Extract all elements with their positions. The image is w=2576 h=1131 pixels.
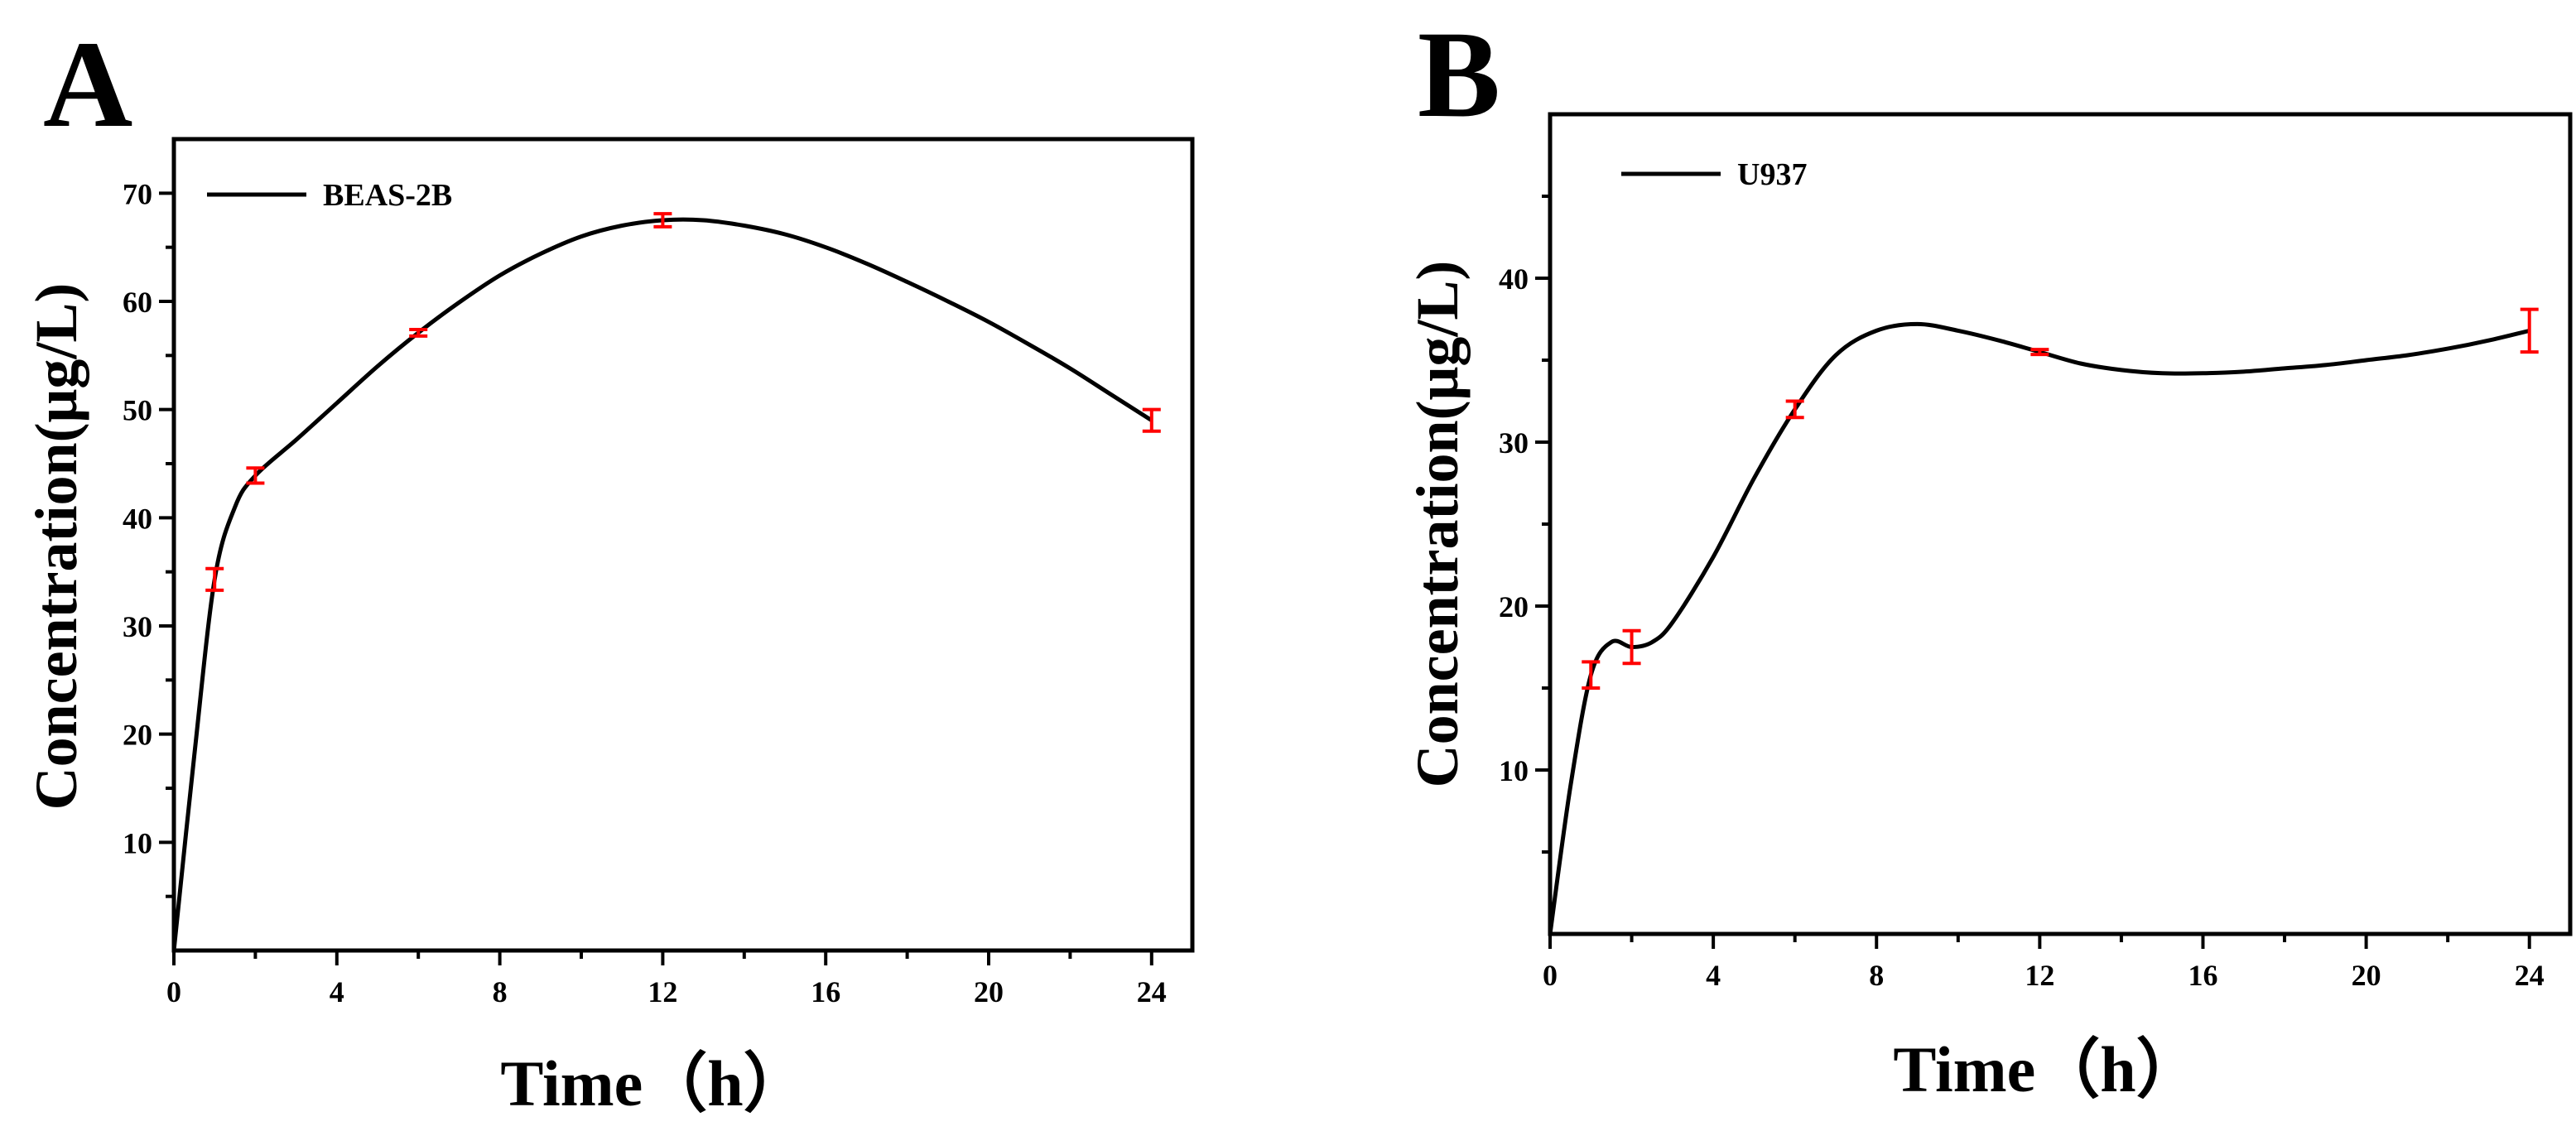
panel-b-legend: U937 — [1621, 157, 1807, 192]
panel-a-x-tick-label: 16 — [811, 975, 840, 1008]
panel-b-plot-frame — [1548, 112, 2573, 936]
panel-b-y-axis-title: Concentration(μg/L) — [1404, 261, 1471, 788]
panel-b-series-line-u937 — [1548, 321, 2530, 935]
panel-b: B 0 4 8 12 16 20 24 10 20 30 40 U937 Time（h） Conc… — [1404, 6, 2573, 1105]
panel-b-error-bar-t24 — [2520, 307, 2539, 354]
panel-b-x-tick-label: 12 — [2025, 959, 2054, 992]
panel-a-error-bar-t24 — [1142, 407, 1161, 433]
panel-a-x-axis-title: Time（h） — [500, 1047, 807, 1119]
panel-a-y-tick-label: 40 — [123, 502, 152, 535]
panel-a-y-axis-title: Concentration(μg/L) — [23, 283, 89, 811]
panel-a-y-tick-label: 60 — [123, 286, 152, 319]
panel-a-x-tick-label: 8 — [493, 975, 508, 1008]
panel-a-error-bar-t6 — [409, 327, 428, 338]
panel-a-series-line-beas-2b — [171, 217, 1153, 951]
panel-a-label: A — [43, 16, 132, 153]
panel-b-x-tick-label: 8 — [1869, 959, 1884, 992]
panel-b-x-tick-label: 20 — [2352, 959, 2381, 992]
panel-a-y-tick-label: 30 — [123, 610, 152, 643]
panel-b-y-ticks: 10 20 30 40 — [1499, 195, 1550, 854]
panel-a-y-ticks: 10 20 30 40 50 60 70 — [123, 177, 174, 898]
panel-a: A 0 4 8 12 16 20 24 10 20 30 40 50 60 70 BEAS-2B Tim… — [23, 16, 1195, 1119]
panel-a-y-tick-label: 50 — [123, 394, 152, 427]
panel-a-plot-frame — [171, 137, 1195, 953]
panel-a-x-tick-label: 12 — [648, 975, 677, 1008]
panel-a-error-bars — [205, 212, 1161, 592]
panel-a-y-tick-label: 70 — [123, 177, 152, 210]
panel-b-x-tick-label: 24 — [2515, 959, 2545, 992]
panel-a-legend-label: BEAS-2B — [323, 178, 452, 213]
panel-a-x-tick-label: 20 — [974, 975, 1004, 1008]
panel-b-y-tick-label: 40 — [1499, 262, 1529, 296]
panel-a-x-tick-label: 4 — [330, 975, 344, 1008]
panel-a-error-bar-t1 — [205, 566, 224, 592]
panel-b-error-bar-t12 — [2030, 348, 2049, 357]
panel-a-x-tick-label: 24 — [1137, 975, 1167, 1008]
panel-b-x-tick-label: 0 — [1543, 959, 1558, 992]
panel-b-error-bar-t2 — [1622, 628, 1641, 666]
panel-a-error-bar-t2 — [246, 466, 265, 485]
panel-b-label: B — [1418, 6, 1500, 143]
panel-a-y-tick-label: 10 — [123, 826, 152, 859]
panel-b-y-tick-label: 20 — [1499, 590, 1529, 623]
panel-a-legend: BEAS-2B — [207, 178, 452, 213]
panel-b-x-tick-label: 4 — [1706, 959, 1721, 992]
panel-b-y-tick-label: 10 — [1499, 754, 1529, 787]
panel-b-error-bar-t6 — [1785, 399, 1804, 420]
panel-a-error-bar-t12 — [653, 212, 672, 229]
panel-b-x-axis-title: Time（h） — [1893, 1033, 2200, 1105]
panel-b-error-bars — [1582, 307, 2539, 690]
panel-a-x-tick-label: 0 — [166, 975, 181, 1008]
panel-b-y-tick-label: 30 — [1499, 426, 1529, 460]
panel-a-x-ticks: 0 4 8 12 16 20 24 — [166, 951, 1167, 1008]
panel-b-x-tick-label: 16 — [2188, 959, 2217, 992]
panel-b-x-ticks: 0 4 8 12 16 20 24 — [1543, 934, 2545, 992]
panel-b-error-bar-t1 — [1582, 660, 1601, 690]
panel-b-legend-label: U937 — [1737, 157, 1807, 192]
panel-a-y-tick-label: 20 — [123, 719, 152, 752]
